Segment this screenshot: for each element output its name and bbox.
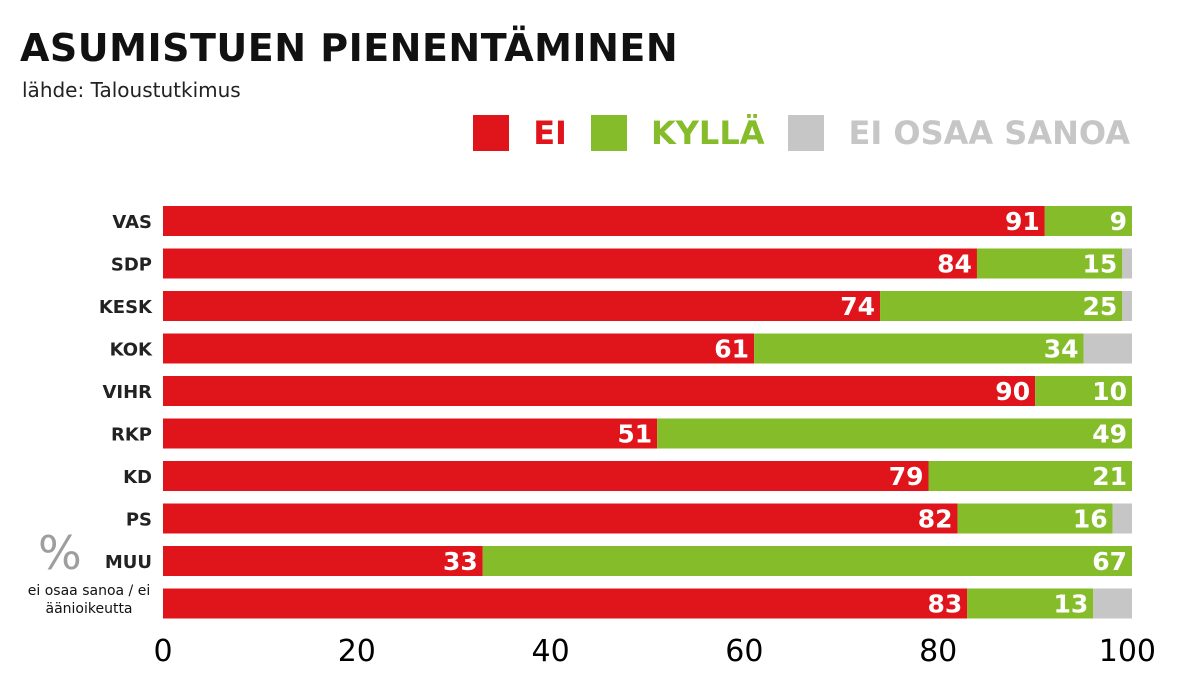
value-label-kylla-sdp: 15	[1083, 250, 1118, 279]
chart-title: ASUMISTUEN PIENENTÄMINEN	[20, 26, 679, 70]
category-label-kd: KD	[123, 467, 152, 488]
bar-ei-osaa-sanoa-sdp	[1122, 248, 1132, 279]
x-tick-label-100: 100	[1099, 634, 1156, 669]
legend-item-ei-osaa-sanoa: EI OSAA SANOA	[788, 114, 1130, 152]
bar-kylla-kok	[754, 333, 1084, 364]
category-label-vas: VAS	[112, 212, 152, 233]
bar-ei-osaa-sanoa-kok	[1083, 333, 1132, 364]
bar-ei-muu	[163, 546, 483, 576]
value-label-kylla-ps: 16	[1073, 505, 1108, 534]
bar-kylla-vihr	[1035, 376, 1132, 406]
bar-ei-kesk	[163, 291, 881, 321]
legend: EI KYLLÄ EI OSAA SANOA	[449, 114, 1130, 152]
legend-label-ei: EI	[533, 114, 567, 152]
category-label-rkp: RKP	[111, 425, 152, 446]
unit-note: ei osaa sanoa / ei äänioikeutta	[27, 583, 151, 617]
bar-ei-sdp	[163, 248, 977, 279]
bar-ei-rkp	[163, 418, 658, 449]
legend-item-kylla: KYLLÄ	[590, 114, 765, 152]
value-label-ei-row-10: 83	[927, 590, 962, 619]
bar-ei-kd	[163, 461, 929, 491]
value-label-kylla-vihr: 10	[1092, 377, 1127, 406]
value-label-kylla-kesk: 25	[1083, 292, 1118, 321]
x-tick-label-60: 60	[725, 634, 763, 669]
value-label-ei-vihr: 90	[995, 377, 1030, 406]
x-tick-label-20: 20	[338, 634, 376, 669]
value-label-kylla-muu: 67	[1092, 547, 1127, 576]
bar-ei-vihr	[163, 376, 1036, 406]
bar-kylla-rkp	[657, 418, 1132, 449]
legend-swatch-ei	[473, 115, 510, 151]
value-label-kylla-kok: 34	[1044, 335, 1079, 364]
bar-kylla-kd	[928, 461, 1132, 491]
value-label-kylla-vas: 9	[1110, 207, 1127, 236]
value-label-ei-kok: 61	[714, 335, 749, 364]
value-label-kylla-rkp: 49	[1092, 420, 1127, 449]
legend-label-kylla: KYLLÄ	[650, 114, 765, 152]
bar-kylla-kesk	[880, 291, 1123, 321]
bar-ei-osaa-sanoa-ps	[1112, 503, 1132, 534]
category-label-ps: PS	[126, 510, 152, 531]
bar-ei-vas	[163, 206, 1045, 236]
percent-sign: %	[38, 526, 82, 580]
category-label-kesk: KESK	[99, 297, 153, 318]
legend-label-ei-osaa-sanoa: EI OSAA SANOA	[848, 114, 1130, 152]
x-tick-label-80: 80	[919, 634, 957, 669]
value-label-ei-rkp: 51	[617, 420, 652, 449]
value-label-ei-sdp: 84	[937, 250, 972, 279]
category-label-vihr: VIHR	[102, 382, 152, 403]
chart-source: lähde: Taloustutkimus	[22, 78, 241, 102]
bar-kylla-row-10	[967, 588, 1094, 619]
bar-kylla-vas	[1044, 206, 1132, 236]
legend-item-ei: EI	[473, 114, 567, 152]
legend-swatch-ei-osaa-sanoa	[788, 115, 825, 151]
category-label-muu: MUU	[105, 552, 152, 573]
value-label-ei-muu: 33	[443, 547, 478, 576]
bar-ei-osaa-sanoa-kesk	[1122, 291, 1132, 321]
value-label-ei-kd: 79	[889, 462, 924, 491]
value-label-kylla-row-10: 13	[1053, 590, 1088, 619]
bar-kylla-muu	[482, 546, 1132, 576]
value-label-kylla-kd: 21	[1092, 462, 1127, 491]
value-label-ei-vas: 91	[1005, 207, 1040, 236]
bar-kylla-ps	[957, 503, 1113, 534]
bar-kylla-sdp	[976, 248, 1123, 279]
category-label-sdp: SDP	[111, 255, 152, 276]
value-label-ei-ps: 82	[918, 505, 953, 534]
legend-swatch-kylla	[590, 115, 627, 151]
bar-ei-ps	[163, 503, 958, 534]
x-tick-label-0: 0	[153, 634, 172, 669]
bar-ei-osaa-sanoa-row-10	[1093, 588, 1132, 619]
bar-ei-row-10	[163, 588, 968, 619]
bar-ei-kok	[163, 333, 755, 364]
x-tick-label-40: 40	[532, 634, 570, 669]
category-label-kok: KOK	[110, 340, 153, 361]
value-label-ei-kesk: 74	[840, 292, 875, 321]
